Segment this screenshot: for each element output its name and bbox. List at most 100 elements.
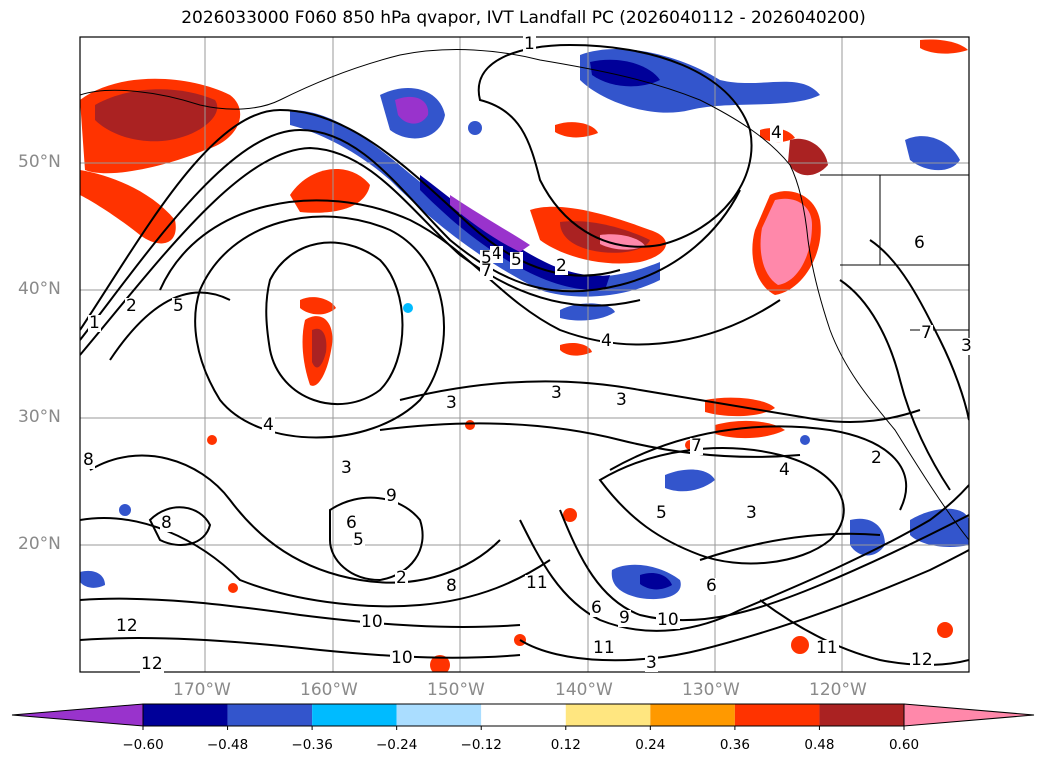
contour-label: 11 [525, 573, 549, 593]
contour-lines [80, 43, 969, 666]
colorbar-extend-min [11, 703, 144, 727]
contour-label: 4 [600, 331, 613, 351]
colorbar-extend-max [903, 703, 1035, 727]
colorbar-tick-label: 0.36 [719, 737, 750, 753]
negative-anomaly-region [80, 570, 105, 588]
positive-anomaly-region [312, 328, 327, 368]
lon-label-140w: 140°W [555, 680, 613, 700]
contour-label: 5 [352, 530, 365, 550]
contour-label: 2 [125, 296, 138, 316]
contour-label: 6 [345, 513, 358, 533]
contour-label: 5 [655, 503, 668, 523]
contour-label: 3 [340, 458, 353, 478]
negative-anomaly-region [640, 573, 672, 590]
positive-anomaly-region [715, 420, 785, 439]
lat-label-40n: 40°N [18, 279, 61, 299]
contour-label: 6 [705, 576, 718, 596]
contour-label: 3 [615, 390, 628, 410]
contour-label: 4 [490, 244, 503, 264]
contour-label: 5 [172, 296, 185, 316]
positive-anomaly-region [560, 342, 592, 356]
colorbar-tick-label: −0.24 [375, 737, 418, 753]
colorbar-tick-label: −0.12 [460, 737, 502, 753]
negative-anomaly-region [905, 136, 960, 171]
positive-anomaly-region [760, 198, 812, 285]
contour-label: 11 [815, 638, 839, 658]
colorbar-segment [650, 704, 735, 726]
contour-label: 3 [445, 393, 458, 413]
colorbar-segment [227, 704, 313, 726]
colorbar-tick-label: 0.24 [635, 737, 666, 753]
lat-label-30n: 30°N [18, 407, 61, 427]
contour-label: 3 [745, 503, 758, 523]
lon-label-170w: 170°W [173, 680, 231, 700]
colorbar-segment [819, 704, 904, 726]
negative-anomaly-region [590, 59, 660, 87]
contour-label: 2 [555, 256, 568, 276]
lon-label-160w: 160°W [300, 680, 358, 700]
negative-anomaly-band [290, 110, 660, 297]
map-background [80, 37, 969, 672]
positive-anomaly-region [95, 89, 218, 142]
contour-label: 8 [445, 576, 458, 596]
negative-anomaly-region [580, 49, 820, 113]
contour-label: 8 [82, 450, 95, 470]
contour-label: 4 [778, 460, 791, 480]
contour-label: 3 [550, 383, 563, 403]
contour-label: 3 [960, 336, 973, 356]
positive-anomaly-region [788, 138, 828, 176]
negative-anomaly-band [420, 175, 610, 291]
colorbar-segment [143, 704, 228, 726]
lat-label-50n: 50°N [18, 152, 61, 172]
colorbar-tick-label: 0.48 [804, 737, 835, 753]
contour-label: 4 [262, 415, 275, 435]
contour-label: 4 [770, 123, 783, 143]
colorbar-tick-label: −0.60 [122, 737, 164, 753]
contour-label: 11 [592, 638, 616, 658]
lon-label-130w: 130°W [682, 680, 740, 700]
colorbar-tick-label: 0.60 [888, 737, 920, 753]
contour-label: 9 [385, 486, 398, 506]
contour-label: 12 [140, 654, 164, 674]
contour-label: 10 [360, 612, 384, 632]
colorbar-tick-label: 0.12 [550, 737, 581, 753]
lon-label-150w: 150°W [427, 680, 485, 700]
colorbar-segment [565, 704, 651, 726]
contour-label: 7 [920, 323, 933, 343]
contour-label: 12 [910, 650, 934, 670]
lon-label-120w: 120°W [809, 680, 867, 700]
negative-anomaly-region [395, 96, 429, 124]
colorbar-segment [396, 704, 482, 726]
colorbar-tick-label: −0.36 [291, 737, 333, 753]
contour-label: 8 [160, 513, 173, 533]
contour-label: 2 [870, 448, 883, 468]
contour-label: 9 [618, 608, 631, 628]
contour-label: 5 [480, 248, 493, 268]
contour-label: 6 [913, 233, 926, 253]
lat-label-20n: 20°N [18, 534, 61, 554]
positive-anomaly-region [920, 39, 968, 54]
contour-label: 10 [656, 610, 680, 630]
contour-label: 3 [645, 653, 658, 673]
positive-anomaly-region [555, 122, 598, 138]
shaded-fields [80, 39, 969, 672]
contour-label: 7 [480, 261, 493, 281]
negative-anomaly-band [450, 195, 530, 252]
figure-title: 2026033000 F060 850 hPa qvapor, IVT Land… [181, 8, 866, 28]
contour-label: 6 [590, 598, 603, 618]
contour-label: 2 [395, 568, 408, 588]
negative-anomaly-region [665, 469, 715, 492]
colorbar-segment [481, 704, 566, 726]
contour-label: 12 [115, 616, 139, 636]
colorbar-border [142, 703, 905, 727]
colorbar-segment [312, 704, 397, 726]
coastlines [80, 49, 969, 541]
contour-label: 5 [510, 250, 523, 270]
contour-label: 10 [390, 648, 414, 668]
contour-label: 7 [690, 436, 703, 456]
positive-anomaly-region [80, 170, 176, 244]
colorbar-tick-label: −0.48 [206, 737, 249, 753]
graticule [80, 37, 969, 672]
